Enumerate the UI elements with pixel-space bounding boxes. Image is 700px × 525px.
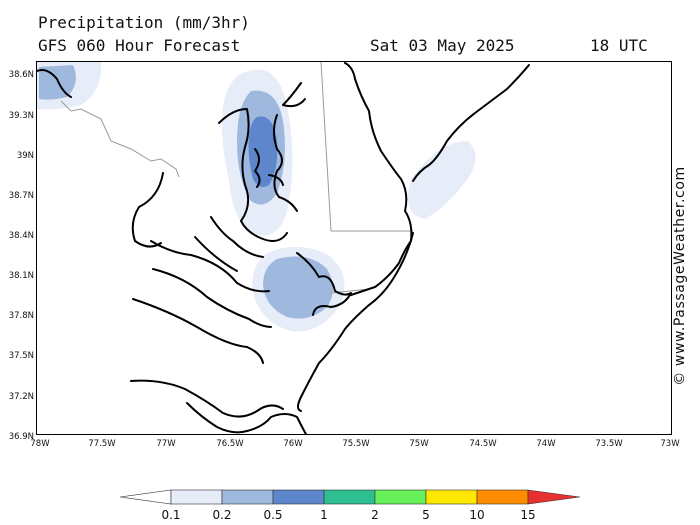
lat-label-8: 37.5N	[8, 351, 34, 361]
legend-label-8: 15	[520, 508, 536, 522]
legend-cell-3	[272, 489, 325, 505]
map-panel	[36, 61, 672, 435]
legend-label-3: 0.5	[263, 508, 283, 522]
map-title: Precipitation (mm/3hr)	[38, 13, 250, 32]
lat-label-1: 38.6N	[8, 70, 34, 80]
forecast-subtitle: GFS 060 Hour Forecast	[38, 36, 241, 55]
coast-delmarva-atlantic	[297, 232, 414, 412]
lon-label-2: 77.5W	[88, 439, 116, 449]
legend-label-4: 1	[320, 508, 328, 522]
legend-cell-6	[425, 489, 478, 505]
legend-cell-5	[374, 489, 427, 505]
forecast-time: 18 UTC	[590, 36, 648, 55]
coast-hampton-roads	[186, 402, 308, 434]
lat-label-10: 36.9N	[8, 432, 34, 442]
coast-tangier	[296, 252, 352, 316]
coastline	[37, 62, 530, 434]
legend-cell-below-min	[119, 489, 172, 505]
lon-label-11: 73W	[660, 439, 680, 449]
legend-label-2: 0.2	[212, 508, 232, 522]
lon-label-9: 74W	[536, 439, 556, 449]
credit-watermark: © www.PassageWeather.com	[672, 166, 688, 386]
border-maryland-delaware	[320, 62, 413, 232]
legend-cell-1	[170, 489, 223, 505]
lon-label-7: 75W	[409, 439, 429, 449]
legend-cell-2	[221, 489, 274, 505]
coast-potomac-upper	[37, 69, 72, 98]
lat-label-9: 37.2N	[8, 392, 34, 402]
lat-label-7: 37.8N	[8, 311, 34, 321]
coast-james	[130, 379, 284, 418]
legend-label-1: 0.1	[161, 508, 181, 522]
precip-area-delaware-bay	[408, 141, 476, 219]
lat-label-2: 39.3N	[8, 111, 34, 121]
coast-western-shore	[131, 172, 270, 293]
coast-bay-east-shore	[273, 82, 306, 212]
lon-label-10: 73.5W	[595, 439, 623, 449]
lat-label-3: 39N	[16, 151, 34, 161]
legend-colorbar	[119, 489, 581, 505]
map-canvas	[37, 62, 530, 434]
coast-rappahannock	[152, 268, 272, 328]
lon-label-8: 74.5W	[469, 439, 497, 449]
lon-label-1: 78W	[30, 439, 50, 449]
coast-eastern-peninsula	[344, 62, 413, 296]
legend-cell-7	[476, 489, 529, 505]
lat-label-5: 38.4N	[8, 231, 34, 241]
lat-label-4: 38.7N	[8, 191, 34, 201]
legend-cell-4	[323, 489, 376, 505]
coast-bay-middle	[254, 148, 284, 188]
legend-label-7: 10	[469, 508, 485, 522]
coast-potomac-lower	[194, 216, 264, 272]
lon-label-6: 75.5W	[342, 439, 370, 449]
legend-label-5: 2	[371, 508, 379, 522]
coast-bay-west-shore	[218, 108, 288, 242]
border-west	[60, 100, 180, 178]
coast-nj-shore	[412, 64, 530, 182]
legend-cell-above-max	[527, 489, 581, 505]
lon-label-4: 76.5W	[216, 439, 244, 449]
forecast-date: Sat 03 May 2025	[370, 36, 515, 55]
coast-york	[132, 298, 264, 364]
lon-label-5: 76W	[283, 439, 303, 449]
legend-label-6: 5	[422, 508, 430, 522]
lat-label-6: 38.1N	[8, 271, 34, 281]
lon-label-3: 77W	[156, 439, 176, 449]
